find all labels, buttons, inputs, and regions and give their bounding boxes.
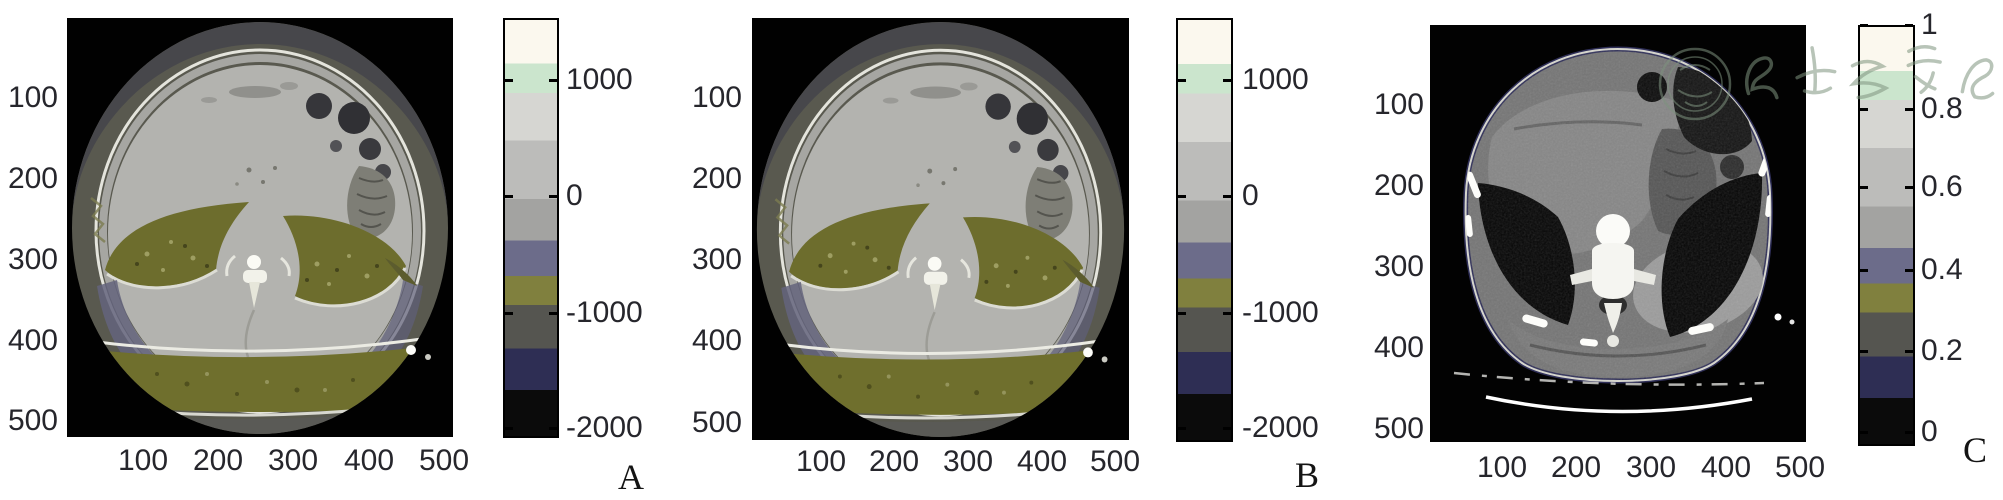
x-tick-label: 400 [343,444,395,477]
colorbar-tick-label: 0.8 [1921,92,1963,125]
y-tick-label: 400 [7,324,58,357]
colorbar-tick-label: 1000 [1242,63,1309,96]
colorbar-tick-mark [549,312,557,315]
x-tick-label: 400 [1016,445,1068,478]
aorta-contrast [1596,214,1630,248]
colorbar-tick-mark [1860,24,1868,27]
y-tick-label: 100 [691,81,742,114]
y-tick-label: 400 [1373,331,1424,364]
y-tick-label: 200 [7,162,58,195]
colorbar-tick-label: 0 [1921,415,1938,448]
colorbar-tick-mark [1178,195,1186,198]
lung-base-regions [105,202,406,305]
colorbar-tick-label: -1000 [566,296,643,329]
x-tick-label: 300 [942,445,994,478]
colorbar-tick-mark [549,427,557,430]
colorbar-tick-mark [1178,312,1186,315]
colorbar-tick-mark [1905,108,1913,111]
colorbar-tick-mark [549,79,557,82]
ct-image-panel-c [1430,25,1806,442]
y-tick-label: 500 [7,404,58,437]
colorbar-tick-mark [1905,269,1913,272]
colorbar-tick-mark [1178,427,1186,430]
x-tick-label: 100 [795,445,847,478]
lung-base-regions [789,203,1084,307]
colorbar-tick-mark [1178,79,1186,82]
x-tick-label: 200 [868,445,920,478]
bowel-gas-blobs [306,93,391,180]
x-tick-label: 300 [1625,451,1677,484]
y-tick-label: 300 [691,243,742,276]
colorbar-tick-mark [505,312,513,315]
colorbar-tick-label: -2000 [566,411,643,444]
watermark [1658,45,1995,121]
colorbar-tick-label: 1000 [566,63,633,96]
colorbar-tick-label: 0.2 [1921,334,1963,367]
colorbar-tick-label: -2000 [1242,411,1319,444]
x-tick-label: 200 [1550,451,1602,484]
colorbar-tick-mark [505,427,513,430]
colorbar-tick-mark [1223,79,1231,82]
colorbar-tick-mark [1905,431,1913,434]
colorbar-tick-label: 0 [566,179,583,212]
y-tick-label: 400 [691,324,742,357]
rib-segments [1465,149,1771,347]
colorbar-tick-label: 0.4 [1921,253,1963,286]
bowel-gas-blobs [985,93,1069,182]
x-tick-label: 300 [267,444,319,477]
x-tick-label: 200 [192,444,244,477]
colorbar-tick-mark [1860,186,1868,189]
posterior-muscle-band [757,346,1124,415]
colorbar-tick-mark [1860,431,1868,434]
colorbar [503,18,559,438]
colorbar-tick-mark [1223,427,1231,430]
y-tick-label: 100 [1373,88,1424,121]
ct-image-panel-a [67,18,453,437]
colorbar-tick-label: -1000 [1242,296,1319,329]
watermark-calligraphy [1745,45,1995,100]
spine-region [1570,214,1656,347]
colorbar-tick-mark [505,195,513,198]
spine-region [906,256,971,311]
panel-letter-a: A [618,457,644,497]
colorbar-tick-mark [1223,312,1231,315]
colorbar-tick-mark [1860,108,1868,111]
scanner-table-arc [1485,395,1753,414]
colorbar-tick-mark [1223,195,1231,198]
y-tick-label: 200 [1373,169,1424,202]
colorbar-tick-label: 1 [1921,8,1938,41]
colorbar-tick-mark [1905,350,1913,353]
ct-image-panel-b [752,18,1129,440]
x-tick-label: 500 [1774,451,1826,484]
y-tick-label: 500 [1373,412,1424,445]
y-tick-label: 300 [7,243,58,276]
y-tick-label: 500 [691,406,742,439]
x-tick-label: 400 [1700,451,1752,484]
panel-letter-b: B [1294,455,1319,495]
spine-region [225,254,291,308]
x-tick-label: 100 [1476,451,1528,484]
colorbar-tick-mark [1905,186,1913,189]
colorbar-tick-mark [1860,269,1868,272]
colorbar [1176,18,1233,442]
colorbar-tick-mark [1905,24,1913,27]
watermark-seal-icon [1658,47,1732,121]
colorbar-tick-mark [505,79,513,82]
colorbar-tick-mark [1860,350,1868,353]
colorbar-tick-mark [549,195,557,198]
table-dashed-line [1453,371,1765,386]
colorbar-tick-label: 0 [1242,179,1259,212]
y-tick-label: 100 [7,81,58,114]
x-tick-label: 500 [1089,445,1141,478]
posterior-muscle-band [73,344,447,412]
y-tick-label: 300 [1373,250,1424,283]
y-tick-label: 200 [691,162,742,195]
colorbar-tick-label: 0.6 [1921,170,1963,203]
x-tick-label: 100 [117,444,169,477]
x-tick-label: 500 [418,444,470,477]
panel-letter-c: C [1962,430,1987,470]
